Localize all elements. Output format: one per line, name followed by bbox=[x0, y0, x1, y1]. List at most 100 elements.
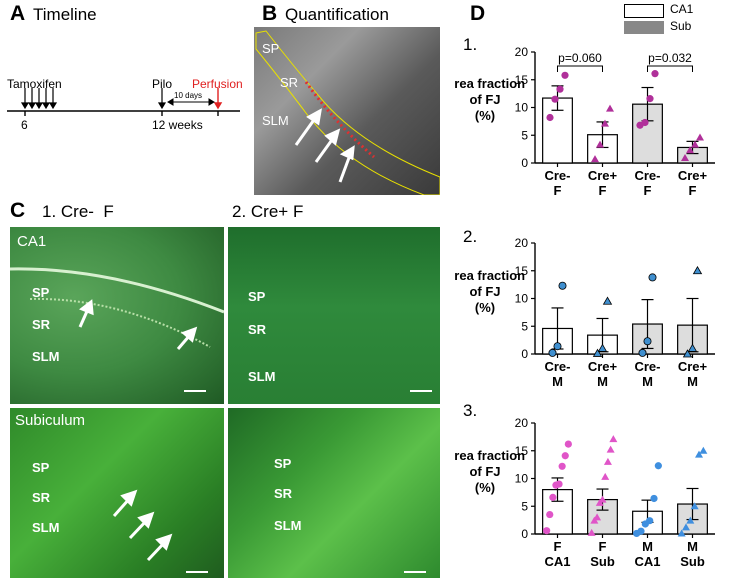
y-tick-label: 5 bbox=[521, 319, 528, 333]
y-tick-label: 5 bbox=[521, 128, 528, 142]
significance-bracket bbox=[557, 65, 603, 72]
data-point bbox=[691, 140, 699, 148]
category-label: F bbox=[644, 183, 652, 198]
data-point bbox=[654, 462, 662, 470]
data-point bbox=[646, 95, 654, 103]
data-point bbox=[699, 446, 708, 454]
panel-number: 1. bbox=[463, 35, 477, 54]
interval-label: 10 days bbox=[174, 91, 203, 100]
y-tick-label: 15 bbox=[515, 264, 529, 278]
y-axis-label: of FJ bbox=[469, 464, 500, 479]
category-label: M bbox=[597, 374, 608, 389]
data-point bbox=[587, 528, 596, 536]
data-point bbox=[686, 516, 695, 524]
data-point bbox=[546, 510, 554, 519]
data-point bbox=[546, 113, 554, 122]
category-label: F bbox=[554, 183, 562, 198]
scale-bar bbox=[186, 571, 208, 573]
data-point bbox=[549, 493, 557, 501]
c1-bot-label-slm: SLM bbox=[32, 520, 60, 535]
y-tick-label: 15 bbox=[515, 73, 529, 87]
c1-ca1-title: CA1 bbox=[17, 233, 47, 250]
y-axis-label: (%) bbox=[475, 300, 495, 315]
panel-number: 2. bbox=[463, 227, 477, 246]
data-point bbox=[597, 343, 608, 352]
y-tick-label: 15 bbox=[515, 444, 529, 458]
data-point bbox=[553, 342, 562, 351]
image-sub-cre-minus: Subiculum SP SR SLM bbox=[10, 408, 224, 578]
data-point bbox=[648, 273, 657, 282]
y-tick-label: 10 bbox=[515, 101, 529, 115]
category-label: Cre+ bbox=[588, 359, 618, 374]
data-point bbox=[561, 452, 569, 460]
c2-top-label-sp: SP bbox=[248, 289, 266, 304]
panel-b-title: Quantification bbox=[285, 5, 389, 24]
category-label: F bbox=[599, 539, 607, 554]
c2-top-label-sr: SR bbox=[248, 322, 267, 337]
c1-bot-label-sr: SR bbox=[32, 490, 51, 505]
pilo-label: Pilo bbox=[152, 77, 173, 91]
y-tick-label: 20 bbox=[515, 45, 529, 59]
legend-label-ca1: CA1 bbox=[670, 2, 694, 16]
tick-label-12: 12 weeks bbox=[152, 118, 203, 132]
scale-bar bbox=[184, 390, 206, 392]
data-point bbox=[696, 133, 704, 141]
category-label: F bbox=[689, 183, 697, 198]
y-tick-label: 10 bbox=[515, 292, 529, 306]
c2-bot-label-sr: SR bbox=[274, 486, 293, 501]
y-tick-label: 20 bbox=[515, 416, 529, 430]
data-point bbox=[558, 462, 566, 470]
data-point bbox=[651, 70, 659, 78]
data-point bbox=[551, 95, 559, 103]
y-axis-label: Area fraction bbox=[455, 448, 525, 463]
interval-arrow bbox=[167, 98, 215, 106]
scale-bar bbox=[404, 571, 426, 573]
p-value-label: p=0.060 bbox=[558, 51, 602, 65]
panel-d-letter: D bbox=[470, 2, 486, 25]
image-ca1-cre-plus: SP SR SLM bbox=[228, 227, 440, 404]
data-point bbox=[602, 296, 613, 305]
category-label: Cre+ bbox=[588, 168, 618, 183]
y-axis-label: Area fraction bbox=[455, 268, 525, 283]
panel-number: 3. bbox=[463, 402, 477, 420]
legend-swatch-ca1 bbox=[624, 4, 664, 18]
data-point bbox=[695, 450, 704, 458]
legend-label-sub: Sub bbox=[670, 19, 692, 33]
y-tick-label: 0 bbox=[521, 347, 528, 361]
y-tick-label: 0 bbox=[521, 156, 528, 170]
data-point bbox=[686, 146, 694, 154]
c2-bot-label-slm: SLM bbox=[274, 518, 302, 533]
category-label: Sub bbox=[680, 554, 705, 569]
legend: CA1 Sub bbox=[624, 2, 732, 36]
data-point bbox=[592, 348, 603, 357]
data-point bbox=[593, 513, 602, 521]
image-sub-cre-plus: SP SR SLM bbox=[228, 408, 440, 578]
category-label: M bbox=[642, 374, 653, 389]
quant-label-sr: SR bbox=[280, 75, 299, 90]
data-point bbox=[681, 523, 690, 531]
data-point bbox=[591, 155, 599, 163]
y-tick-label: 0 bbox=[521, 527, 528, 541]
data-point bbox=[555, 480, 563, 488]
panel-c-col1-title: 1. Cre- F bbox=[42, 202, 114, 221]
data-point bbox=[681, 154, 689, 162]
category-label: Cre- bbox=[634, 359, 660, 374]
data-point bbox=[638, 348, 647, 357]
category-label: CA1 bbox=[544, 554, 570, 569]
category-label: F bbox=[554, 539, 562, 554]
category-label: M bbox=[552, 374, 563, 389]
category-label: Cre- bbox=[634, 168, 660, 183]
data-point bbox=[646, 517, 654, 525]
category-label: Cre+ bbox=[678, 359, 708, 374]
category-label: M bbox=[687, 539, 698, 554]
perfusion-arrow bbox=[213, 88, 223, 110]
timeline-diagram bbox=[7, 88, 240, 116]
quant-arrows bbox=[294, 108, 355, 183]
tamoxifen-label: Tamoxifen bbox=[7, 77, 62, 91]
scale-bar bbox=[410, 390, 432, 392]
legend-swatch-sub bbox=[624, 21, 664, 34]
panel-a-letter: A bbox=[10, 2, 26, 25]
data-point bbox=[548, 348, 557, 357]
